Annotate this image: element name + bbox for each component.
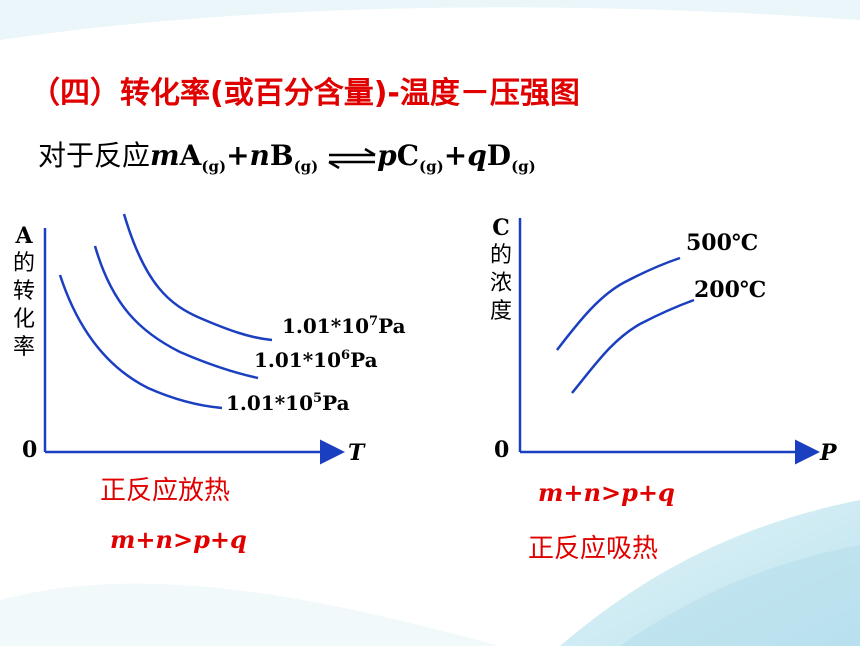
curve-label-200C: 200℃ — [694, 277, 766, 303]
left-y-char: 率 — [12, 335, 35, 360]
left-origin: 0 — [22, 437, 37, 463]
equilibrium-arrow-icon — [328, 147, 376, 169]
curve-200C — [571, 298, 695, 394]
right-y-label: C 的 浓 度 — [487, 214, 515, 326]
species-C: C — [396, 139, 420, 172]
right-x-label: P — [819, 440, 838, 466]
coef-p: p — [377, 139, 397, 172]
state-C: (g) — [419, 157, 444, 176]
curve-500C — [556, 256, 681, 351]
page-title: （四）转化率(或百分含量)-温度－压强图 — [30, 76, 580, 111]
left-x-label: T — [348, 440, 366, 466]
right-y-char: 度 — [489, 299, 512, 324]
curve-1.01e5Pa — [58, 274, 223, 410]
left-y-char: 的 — [12, 251, 35, 276]
state-D: (g) — [511, 157, 536, 176]
species-D: D — [486, 139, 512, 172]
reaction-prefix: 对于反应 — [38, 139, 151, 172]
right-conclusion: 正反应吸热 — [528, 534, 659, 564]
plus-sign: + — [226, 139, 250, 172]
right-y-char: 浓 — [489, 271, 512, 296]
curve-1.01e6Pa — [93, 245, 259, 380]
curve-label-1e5: 1.01*105Pa — [226, 391, 350, 415]
curve-label-1e7: 1.01*107Pa — [282, 314, 406, 338]
right-origin: 0 — [494, 437, 509, 463]
species-B: B — [269, 139, 294, 172]
coef-m: m — [150, 139, 180, 172]
species-A: A — [179, 139, 202, 172]
left-conclusion: 正反应放热 — [100, 476, 231, 506]
state-B: (g) — [293, 157, 319, 176]
coef-q: q — [467, 139, 487, 172]
reaction-equation: 对于反应mA(g)+nB(g) pC(g)+qD(g) — [38, 134, 536, 176]
curve-label-500C: 500℃ — [686, 230, 758, 256]
right-y-char: 的 — [489, 243, 512, 268]
coef-n: n — [249, 139, 270, 172]
curve-label-1e6: 1.01*106Pa — [254, 348, 378, 372]
curve-1.01e7Pa — [122, 213, 273, 342]
state-A: (g) — [201, 157, 227, 176]
plus-sign: + — [443, 139, 468, 172]
right-y-char: C — [492, 215, 510, 241]
right-relation: m+n>p+q — [538, 478, 675, 507]
left-y-label: A 的 转 化 率 — [10, 222, 38, 362]
left-y-char: 转 — [12, 279, 35, 304]
left-y-char: A — [15, 223, 33, 249]
left-relation: m+n>p+q — [110, 525, 247, 554]
left-y-char: 化 — [12, 307, 35, 332]
